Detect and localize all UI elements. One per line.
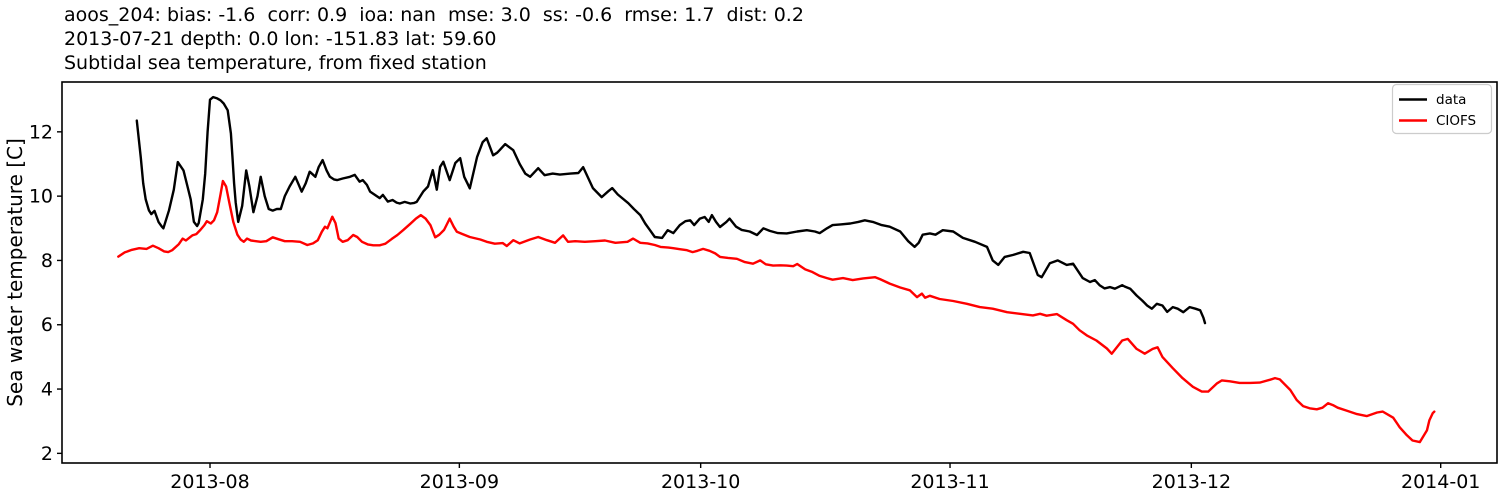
- figure-titles: aoos_204: bias: -1.6 corr: 0.9 ioa: nan …: [64, 3, 804, 75]
- legend-label-data: data: [1436, 92, 1466, 108]
- y-tick-label: 12: [29, 121, 53, 143]
- legend-label-ciofs: CIOFS: [1436, 113, 1476, 129]
- x-tick-label: 2013-09: [420, 471, 499, 493]
- x-tick-label: 2013-10: [661, 471, 740, 493]
- y-axis-label: Sea water temperature [C]: [3, 138, 27, 407]
- y-tick-label: 4: [41, 379, 53, 401]
- y-tick-label: 8: [41, 250, 53, 272]
- y-axis-ticks: 2 4 6 8 10 12: [29, 121, 62, 465]
- y-tick-label: 2: [41, 443, 53, 465]
- y-tick-label: 10: [29, 186, 53, 208]
- station-date-title: 2013-07-21 depth: 0.0 lon: -151.83 lat: …: [64, 28, 497, 50]
- x-tick-label: 2013-12: [1152, 471, 1231, 493]
- stats-title: aoos_204: bias: -1.6 corr: 0.9 ioa: nan …: [64, 4, 804, 26]
- axes-frame: [61, 81, 1498, 464]
- legend: data CIOFS: [1391, 83, 1493, 135]
- series-line-data: [135, 95, 1207, 325]
- series-line-CIOFS: [117, 179, 1436, 444]
- chart-title: Subtidal sea temperature, from fixed sta…: [64, 52, 487, 74]
- y-tick-label: 6: [41, 314, 53, 336]
- data-curves: [117, 95, 1436, 444]
- x-tick-label: 2013-11: [910, 471, 989, 493]
- x-tick-label: 2014-01: [1401, 471, 1480, 493]
- x-tick-label: 2013-08: [170, 471, 249, 493]
- x-axis-ticks: 2013-08 2013-09 2013-10 2013-11 2013-12 2014-…: [170, 463, 1480, 493]
